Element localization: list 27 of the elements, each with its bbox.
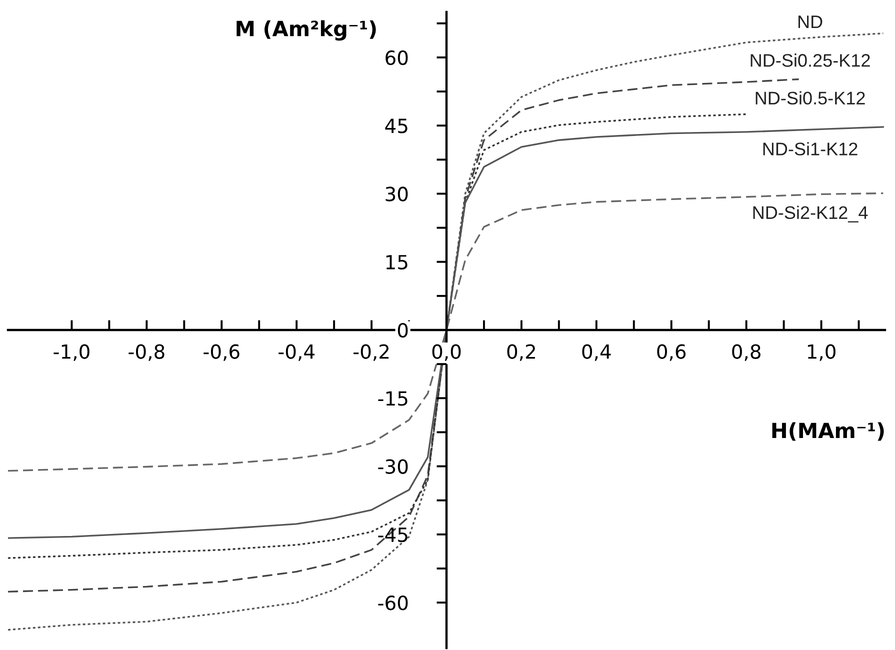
x-tick-label: 0,6	[657, 344, 686, 361]
series-label: ND-Si0.25-K12	[750, 54, 870, 67]
series-label: ND	[798, 16, 822, 28]
x-tick-label: 0,4	[582, 344, 611, 361]
x-tick-label: 0,2	[507, 344, 535, 361]
y-tick-label: 30	[386, 186, 408, 202]
x-tick-label: -0,4	[278, 344, 314, 361]
y-tick-label: 15	[386, 255, 408, 270]
x-tick-label: -1,0	[54, 344, 90, 361]
x-tick-label: -0,6	[204, 344, 240, 361]
y-axis-title: M (Am²kg⁻¹)	[236, 20, 376, 41]
series-label: ND-Si2-K12_4	[753, 206, 868, 222]
series-label: ND-Si1-K12	[763, 142, 858, 156]
x-tick-label: 1,0	[808, 344, 836, 361]
y-tick-label: 0	[398, 322, 408, 338]
x-tick-label: 0,0	[432, 344, 461, 361]
x-tick-label: -0,2	[354, 344, 389, 361]
series-label: ND-Si0.5-K12	[756, 91, 865, 105]
y-tick-label: -45	[378, 528, 408, 542]
y-tick-label: -30	[378, 459, 408, 474]
y-tick-label: -60	[378, 596, 408, 610]
y-tick-label: 45	[385, 118, 408, 134]
x-tick-label: -0,8	[128, 344, 164, 361]
y-tick-label: 60	[386, 50, 408, 66]
y-tick-label: -15	[378, 391, 408, 406]
x-axis-title: H(MAm⁻¹)	[772, 422, 884, 441]
x-tick-label: 0,8	[732, 344, 760, 361]
